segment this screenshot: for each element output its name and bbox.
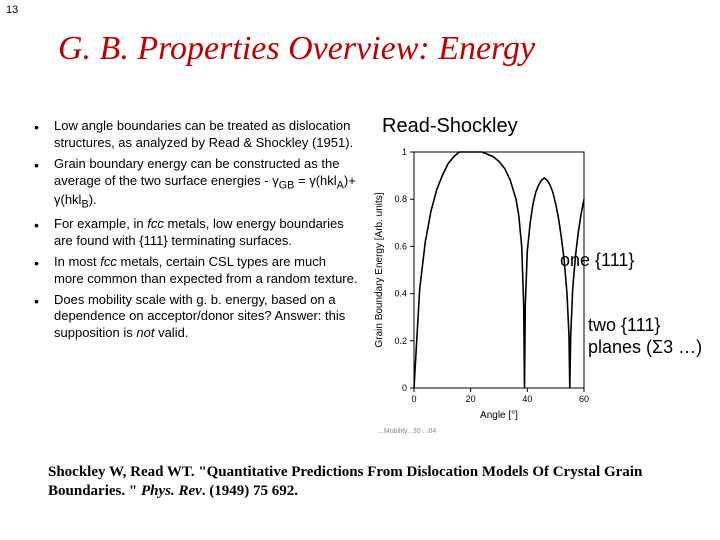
citation: Shockley W, Read WT. "Quantitative Predi…	[48, 463, 690, 501]
chart-heading: Read-Shockley	[382, 115, 710, 138]
svg-text:0.2: 0.2	[394, 336, 407, 346]
svg-text:40: 40	[522, 394, 532, 404]
svg-text:Angle [°]: Angle [°]	[480, 410, 518, 421]
svg-text:Grain Boundary Energy [Arb. un: Grain Boundary Energy [Arb. units]	[374, 192, 385, 347]
bullet-text: For example, in fcc metals, low energy b…	[54, 216, 344, 248]
svg-text:0.4: 0.4	[394, 289, 407, 299]
chart-annotation-two: two {111} planes (Σ3 …)	[588, 315, 702, 358]
svg-text:20: 20	[466, 394, 476, 404]
annotation-two-l2: planes (Σ3 …)	[588, 337, 702, 357]
svg-text:1: 1	[402, 147, 407, 157]
svg-text:60: 60	[579, 394, 589, 404]
page-number: 13	[6, 4, 18, 16]
chart-annotation-one: one {111}	[560, 250, 634, 271]
bullet-text: In most fcc metals, certain CSL types ar…	[54, 254, 357, 286]
bullet-text: Does mobility scale with g. b. energy, b…	[54, 292, 345, 341]
svg-text:0.8: 0.8	[394, 194, 407, 204]
energy-chart: 0 0.2 0.4 0.6 0.8 1 0 20 40 60 Angle [°] Grain Boun…	[370, 142, 590, 422]
chart-source-note: ...Mobility...30 ...04	[378, 428, 436, 435]
svg-text:0.6: 0.6	[394, 241, 407, 251]
page-title: G. B. Properties Overview: Energy	[58, 30, 710, 68]
bullet-text: Low angle boundaries can be treated as d…	[54, 118, 353, 150]
chart-area: Read-Shockley 0 0.2 0.4 0.6 0.8 1 0 20 40 60 Angle…	[370, 115, 710, 425]
bullet-item: For example, in fcc metals, low energy b…	[28, 216, 358, 250]
bullet-item: In most fcc metals, certain CSL types ar…	[28, 254, 358, 288]
bullet-item: Grain boundary energy can be constructed…	[28, 156, 358, 212]
bullet-item: Low angle boundaries can be treated as d…	[28, 118, 358, 152]
bullet-list: Low angle boundaries can be treated as d…	[28, 118, 358, 346]
bullet-item: Does mobility scale with g. b. energy, b…	[28, 292, 358, 343]
svg-text:0: 0	[411, 394, 416, 404]
bullet-text: Grain boundary energy can be constructed…	[54, 156, 356, 208]
svg-text:0: 0	[402, 383, 407, 393]
annotation-two-l1: two {111}	[588, 315, 660, 335]
